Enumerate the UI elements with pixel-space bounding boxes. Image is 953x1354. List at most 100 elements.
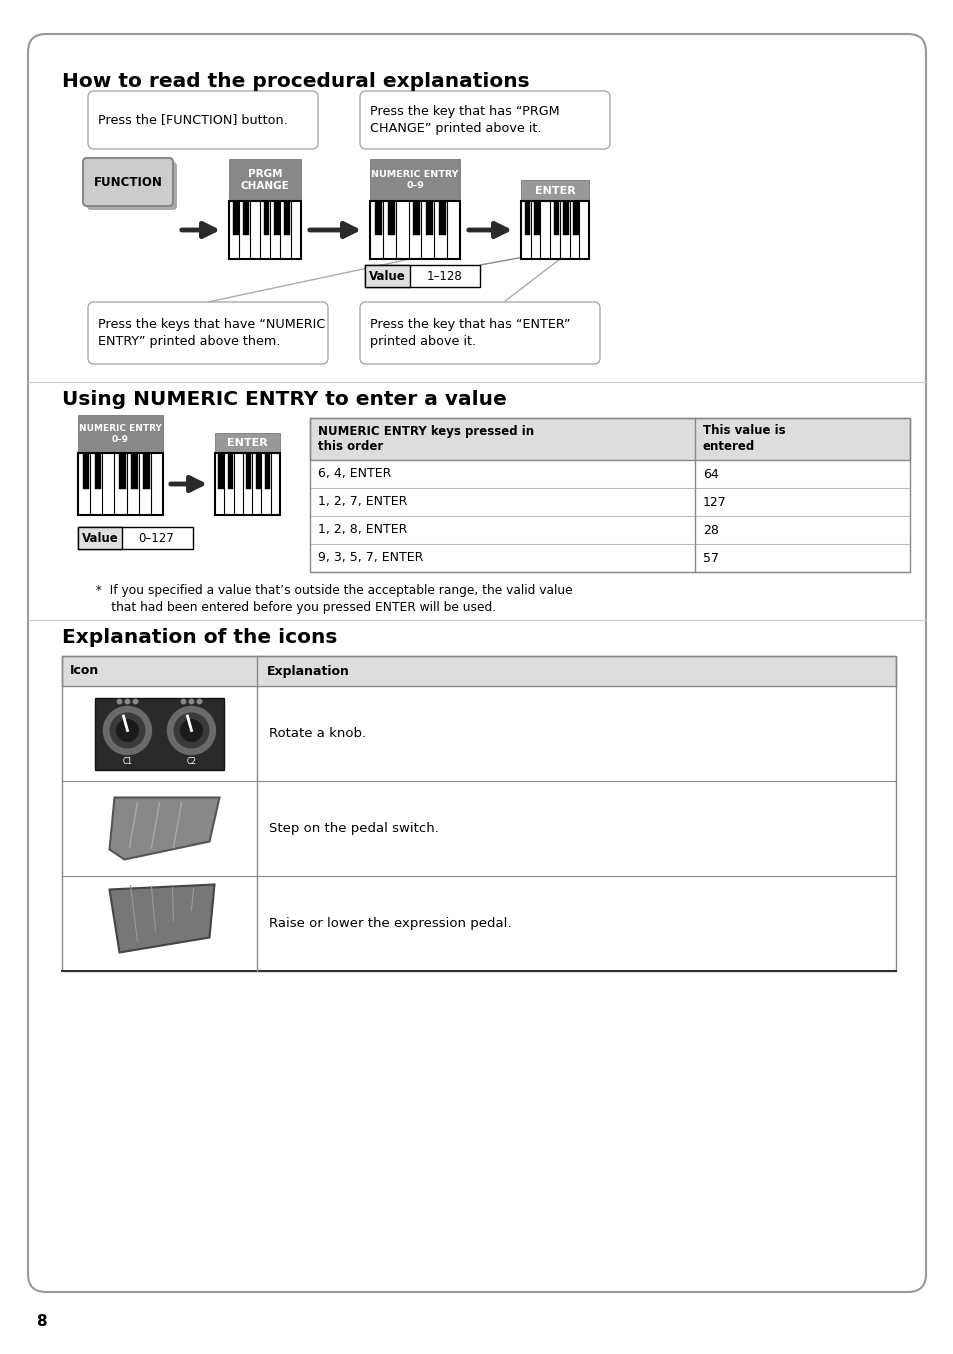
Bar bbox=[131, 454, 137, 489]
Bar bbox=[265, 454, 270, 489]
Bar bbox=[553, 200, 558, 234]
Circle shape bbox=[181, 699, 186, 704]
Text: Icon: Icon bbox=[70, 665, 99, 677]
Text: 28: 28 bbox=[702, 524, 719, 536]
Text: PRGM
CHANGE: PRGM CHANGE bbox=[240, 169, 289, 191]
Bar bbox=[62, 655, 895, 686]
Text: Using NUMERIC ENTRY to enter a value: Using NUMERIC ENTRY to enter a value bbox=[62, 390, 506, 409]
Bar bbox=[365, 265, 479, 287]
Circle shape bbox=[103, 707, 152, 754]
FancyBboxPatch shape bbox=[83, 158, 172, 206]
Text: This value is
entered: This value is entered bbox=[702, 425, 785, 454]
Bar bbox=[62, 655, 895, 971]
Bar bbox=[524, 200, 530, 234]
Bar bbox=[520, 180, 588, 200]
Text: 8: 8 bbox=[36, 1315, 47, 1330]
Circle shape bbox=[180, 720, 202, 741]
FancyBboxPatch shape bbox=[88, 302, 328, 364]
Bar bbox=[255, 454, 260, 489]
Text: 1, 2, 7, ENTER: 1, 2, 7, ENTER bbox=[317, 496, 407, 509]
Polygon shape bbox=[110, 884, 214, 952]
Text: Press the key that has “PRGM
CHANGE” printed above it.: Press the key that has “PRGM CHANGE” pri… bbox=[370, 106, 559, 135]
Bar bbox=[520, 200, 588, 259]
Text: Press the key that has “ENTER”
printed above it.: Press the key that has “ENTER” printed a… bbox=[370, 318, 570, 348]
Text: 1–128: 1–128 bbox=[427, 269, 462, 283]
Bar bbox=[310, 418, 909, 571]
Circle shape bbox=[117, 699, 122, 704]
Bar bbox=[78, 527, 122, 548]
Bar bbox=[534, 200, 539, 234]
Text: C1: C1 bbox=[122, 757, 132, 765]
Bar bbox=[218, 454, 223, 489]
Bar bbox=[119, 454, 126, 489]
Bar bbox=[78, 454, 163, 515]
Bar bbox=[246, 454, 252, 489]
Text: ENTER: ENTER bbox=[534, 185, 575, 195]
Bar bbox=[310, 418, 909, 460]
Text: 6, 4, ENTER: 6, 4, ENTER bbox=[317, 467, 391, 481]
Text: C2: C2 bbox=[186, 757, 196, 765]
Bar bbox=[284, 200, 290, 234]
Polygon shape bbox=[110, 798, 219, 860]
Bar bbox=[563, 200, 568, 234]
Text: Raise or lower the expression pedal.: Raise or lower the expression pedal. bbox=[269, 917, 511, 930]
Bar bbox=[229, 158, 301, 200]
Text: Press the keys that have “NUMERIC
ENTRY” printed above them.: Press the keys that have “NUMERIC ENTRY”… bbox=[98, 318, 325, 348]
Text: *  If you specified a value that’s outside the acceptable range, the valid value: * If you specified a value that’s outsid… bbox=[88, 584, 572, 597]
Text: Value: Value bbox=[82, 532, 118, 544]
Bar bbox=[370, 158, 459, 200]
Bar bbox=[94, 454, 101, 489]
Circle shape bbox=[168, 707, 215, 754]
FancyBboxPatch shape bbox=[87, 162, 177, 210]
FancyBboxPatch shape bbox=[28, 34, 925, 1292]
FancyBboxPatch shape bbox=[359, 91, 609, 149]
Circle shape bbox=[174, 714, 209, 747]
Text: that had been entered before you pressed ENTER will be used.: that had been entered before you pressed… bbox=[88, 601, 496, 613]
Bar bbox=[143, 454, 150, 489]
FancyBboxPatch shape bbox=[88, 91, 317, 149]
Bar bbox=[426, 200, 433, 234]
Bar bbox=[375, 200, 381, 234]
Text: 9, 3, 5, 7, ENTER: 9, 3, 5, 7, ENTER bbox=[317, 551, 423, 565]
Text: 57: 57 bbox=[702, 551, 719, 565]
Bar bbox=[83, 454, 90, 489]
Text: How to read the procedural explanations: How to read the procedural explanations bbox=[62, 72, 529, 91]
Text: Value: Value bbox=[368, 269, 405, 283]
Bar bbox=[214, 433, 280, 454]
Bar bbox=[274, 200, 279, 234]
Bar bbox=[365, 265, 410, 287]
Text: FUNCTION: FUNCTION bbox=[93, 176, 162, 188]
Circle shape bbox=[197, 699, 201, 704]
Circle shape bbox=[125, 699, 130, 704]
Text: Step on the pedal switch.: Step on the pedal switch. bbox=[269, 822, 438, 835]
Text: Explanation: Explanation bbox=[267, 665, 350, 677]
Bar bbox=[78, 527, 193, 548]
Bar bbox=[78, 414, 163, 454]
FancyBboxPatch shape bbox=[359, 302, 599, 364]
Text: 0–127: 0–127 bbox=[138, 532, 173, 544]
Text: Rotate a knob.: Rotate a knob. bbox=[269, 727, 366, 741]
Bar bbox=[233, 200, 238, 234]
Bar bbox=[243, 200, 249, 234]
Text: NUMERIC ENTRY keys pressed in
this order: NUMERIC ENTRY keys pressed in this order bbox=[317, 425, 534, 454]
Bar bbox=[387, 200, 395, 234]
Text: ENTER: ENTER bbox=[227, 437, 268, 448]
Text: 64: 64 bbox=[702, 467, 718, 481]
Text: 127: 127 bbox=[702, 496, 726, 509]
Bar bbox=[228, 454, 233, 489]
Text: Explanation of the icons: Explanation of the icons bbox=[62, 628, 337, 647]
Text: NUMERIC ENTRY
0–9: NUMERIC ENTRY 0–9 bbox=[79, 424, 162, 444]
Circle shape bbox=[189, 699, 193, 704]
Bar bbox=[214, 454, 280, 515]
Bar bbox=[413, 200, 420, 234]
Circle shape bbox=[133, 699, 137, 704]
Text: NUMERIC ENTRY
0–9: NUMERIC ENTRY 0–9 bbox=[371, 171, 458, 190]
Bar bbox=[229, 200, 301, 259]
Text: Press the [FUNCTION] button.: Press the [FUNCTION] button. bbox=[98, 114, 288, 126]
Bar bbox=[370, 200, 459, 259]
Bar bbox=[438, 200, 446, 234]
Text: 1, 2, 8, ENTER: 1, 2, 8, ENTER bbox=[317, 524, 407, 536]
Bar bbox=[263, 200, 269, 234]
Bar bbox=[573, 200, 578, 234]
Circle shape bbox=[111, 714, 145, 747]
